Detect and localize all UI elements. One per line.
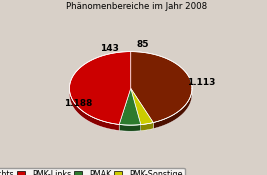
Polygon shape — [131, 88, 153, 125]
Text: 1.113: 1.113 — [187, 78, 215, 87]
Polygon shape — [131, 52, 192, 122]
Polygon shape — [141, 122, 153, 131]
Polygon shape — [153, 86, 192, 129]
Polygon shape — [131, 52, 192, 122]
Polygon shape — [69, 89, 119, 131]
Polygon shape — [119, 88, 141, 125]
Polygon shape — [131, 88, 153, 125]
Text: 1.188: 1.188 — [64, 99, 93, 108]
Text: 143: 143 — [100, 44, 119, 53]
Polygon shape — [69, 52, 131, 124]
Legend: PMK-Rechts, PMK-Links, PMAK, PMK-Sonstige: PMK-Rechts, PMK-Links, PMAK, PMK-Sonstig… — [0, 167, 185, 175]
Title: Aufteilung der politisch motivierten Gewalttaten auf die
Phänomenbereiche im Jah: Aufteilung der politisch motivierten Gew… — [16, 0, 258, 11]
Polygon shape — [119, 124, 141, 131]
Text: 85: 85 — [137, 40, 149, 49]
Polygon shape — [119, 88, 141, 125]
Polygon shape — [119, 124, 141, 131]
Polygon shape — [153, 89, 192, 129]
Polygon shape — [141, 122, 153, 131]
Polygon shape — [69, 86, 119, 131]
Polygon shape — [69, 52, 131, 124]
